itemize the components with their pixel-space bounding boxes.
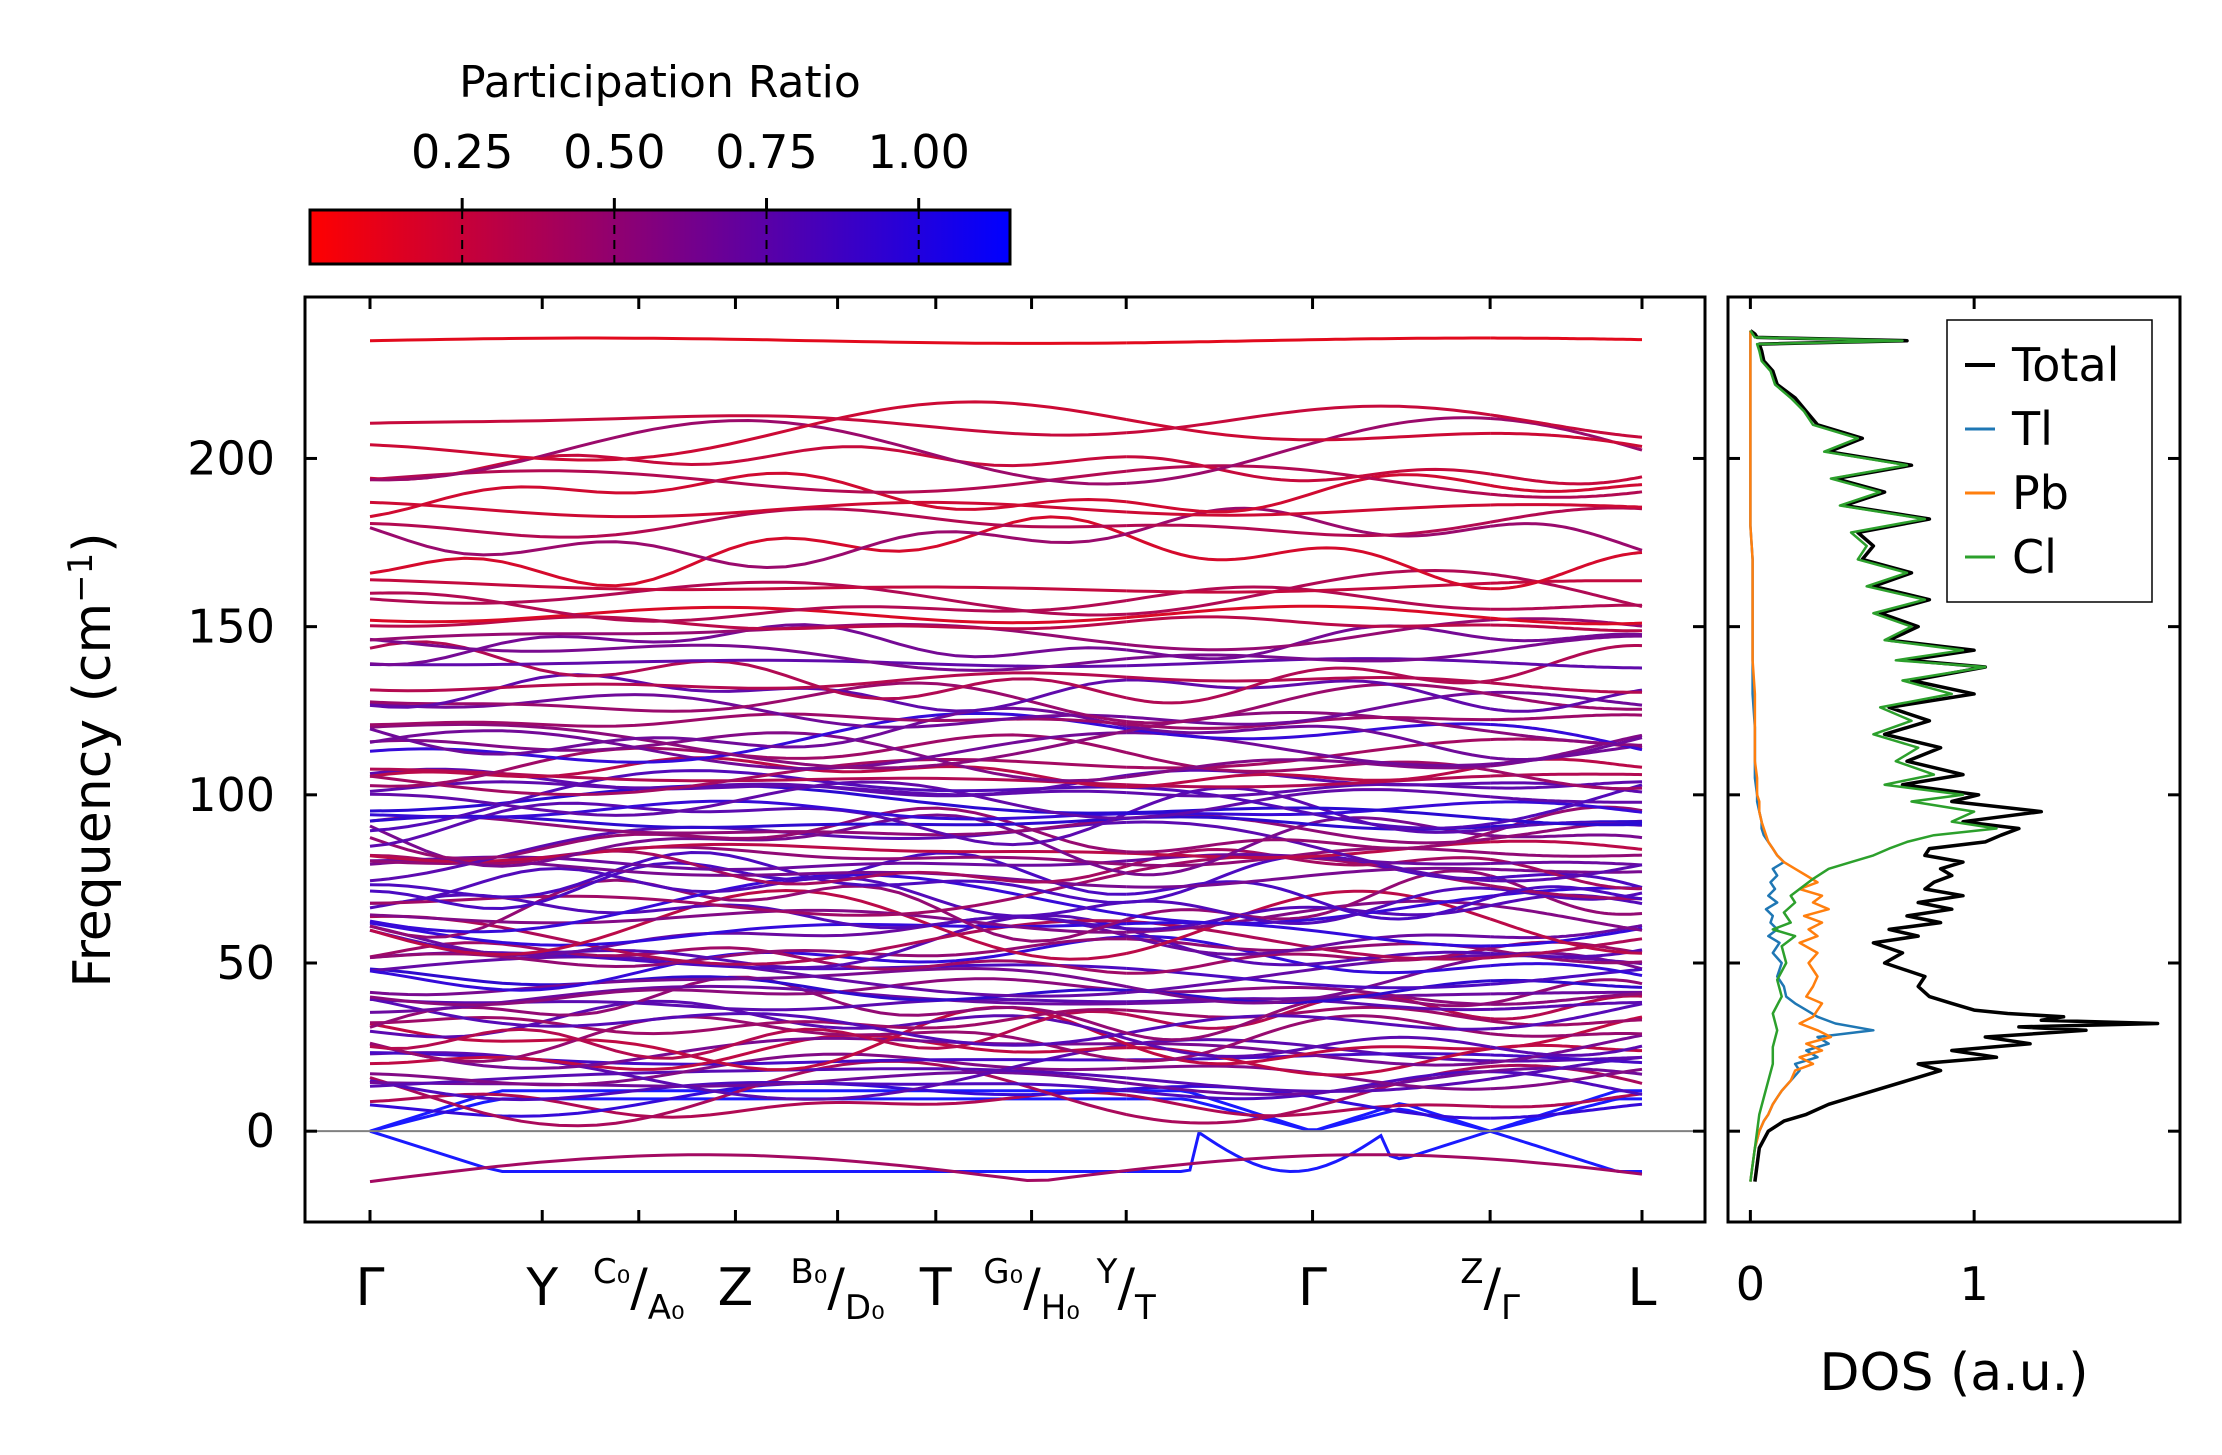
- colorbar-tick-label: 0.75: [715, 125, 817, 179]
- figure: Participation Ratio 0.25 0.50 0.75 1.00 0 50…: [0, 0, 2222, 1455]
- phonon-band: [1490, 841, 1642, 849]
- dos-x-tick-label: 1: [1959, 1257, 1988, 1311]
- legend-label-cl: Cl: [2012, 530, 2057, 584]
- frequency-tick-label: 100: [187, 768, 275, 822]
- kpath-label: T: [919, 1258, 952, 1318]
- kpath-label-text: B₀/D₀: [790, 1252, 884, 1328]
- kpath-labels: Γ Y C₀/A₀ Z B₀/D₀ T G₀/H₀ Y/T Γ Z/Γ L: [356, 1252, 1657, 1328]
- colorbar-gradient: [310, 210, 1010, 264]
- phonon-band: [1490, 662, 1642, 668]
- phonon-band: [1490, 485, 1642, 492]
- phonon-band: [1490, 492, 1642, 498]
- phonon-band-soft: [370, 1155, 1642, 1182]
- kpath-label: Γ: [356, 1258, 385, 1318]
- phonon-band: [370, 673, 1126, 691]
- frequency-tick-label: 50: [216, 936, 275, 990]
- kpath-label: L: [1628, 1258, 1657, 1318]
- phonon-band: [1490, 853, 1642, 856]
- legend-label-total: Total: [2011, 338, 2119, 392]
- phonon-band: [1490, 338, 1642, 340]
- dos-x-axis-label: DOS (a.u.): [1820, 1343, 2089, 1403]
- kpath-label: G₀/H₀: [983, 1252, 1080, 1328]
- kpath-label: C₀/A₀: [593, 1252, 685, 1328]
- phonon-band: [1490, 574, 1642, 606]
- phonon-band: [370, 338, 1126, 343]
- kpath-label-text: Z/Γ: [1460, 1252, 1520, 1328]
- phonon-band: [370, 1131, 1126, 1171]
- colorbar-tick-label: 1.00: [867, 125, 969, 179]
- kpath-label: Y/T: [1096, 1252, 1156, 1328]
- kpath-label: Y: [525, 1258, 558, 1318]
- colorbar-title: Participation Ratio: [459, 57, 861, 108]
- kpath-label-text: C₀/A₀: [593, 1252, 685, 1328]
- colorbar-ticks: 0.25 0.50 0.75 1.00: [411, 125, 970, 179]
- kpath-label: Z/Γ: [1460, 1252, 1520, 1328]
- kpath-label: Z: [718, 1258, 754, 1318]
- phonon-band: [1490, 605, 1642, 609]
- kpath-label: Γ: [1298, 1258, 1327, 1318]
- colorbar-tick-label: 0.50: [563, 125, 665, 179]
- band-structure-panel: 0 50 100 150 200 Γ Y C₀/A₀ Z B₀/D₀ T G₀/H₀ Y/T Γ Z/Γ L…: [61, 297, 1705, 1328]
- phonon-band: [370, 416, 1126, 435]
- phonon-band: [1490, 581, 1642, 584]
- y-axis-label: Frequency (cm−1): [61, 532, 123, 987]
- phonon-band: [1490, 524, 1642, 551]
- phonon-band: [1490, 964, 1642, 976]
- phonon-band: [1490, 683, 1642, 693]
- phonon-band: [1490, 474, 1642, 484]
- dos-legend: Total Tl Pb Cl: [1947, 320, 2152, 602]
- phonon-band: [1126, 338, 1490, 343]
- kpath-label-text: G₀/H₀: [983, 1252, 1080, 1328]
- dos-x-tick-label: 0: [1736, 1257, 1765, 1311]
- phonon-band: [1490, 505, 1642, 508]
- kpath-label: B₀/D₀: [790, 1252, 884, 1328]
- frequency-tick-label: 200: [187, 431, 275, 485]
- frequency-tick-label: 150: [187, 600, 275, 654]
- phonon-band: [1126, 420, 1490, 440]
- colorbar: Participation Ratio 0.25 0.50 0.75 1.00: [310, 57, 1010, 264]
- phonon-bands: [370, 338, 1642, 1182]
- phonon-band: [370, 528, 1126, 568]
- phonon-band: [1126, 617, 1490, 626]
- phonon-band: [1490, 1034, 1642, 1037]
- legend-label-tl: Tl: [2011, 402, 2053, 456]
- phonon-band: [370, 402, 1126, 460]
- dos-panel: 0 1 DOS (a.u.) Total Tl Pb Cl: [1728, 297, 2180, 1403]
- phonon-band: [1490, 725, 1642, 750]
- phonon-band: [1490, 508, 1642, 522]
- phonon-band: [1490, 715, 1642, 720]
- kpath-label-text: Y/T: [1096, 1252, 1156, 1328]
- phonon-band: [1490, 625, 1642, 631]
- frequency-tick-label: 0: [246, 1104, 275, 1158]
- legend-label-pb: Pb: [2012, 466, 2069, 520]
- dos-series-pb: [1750, 331, 1831, 1182]
- phonon-band: [1126, 535, 1490, 589]
- colorbar-tick-label: 0.25: [411, 125, 513, 179]
